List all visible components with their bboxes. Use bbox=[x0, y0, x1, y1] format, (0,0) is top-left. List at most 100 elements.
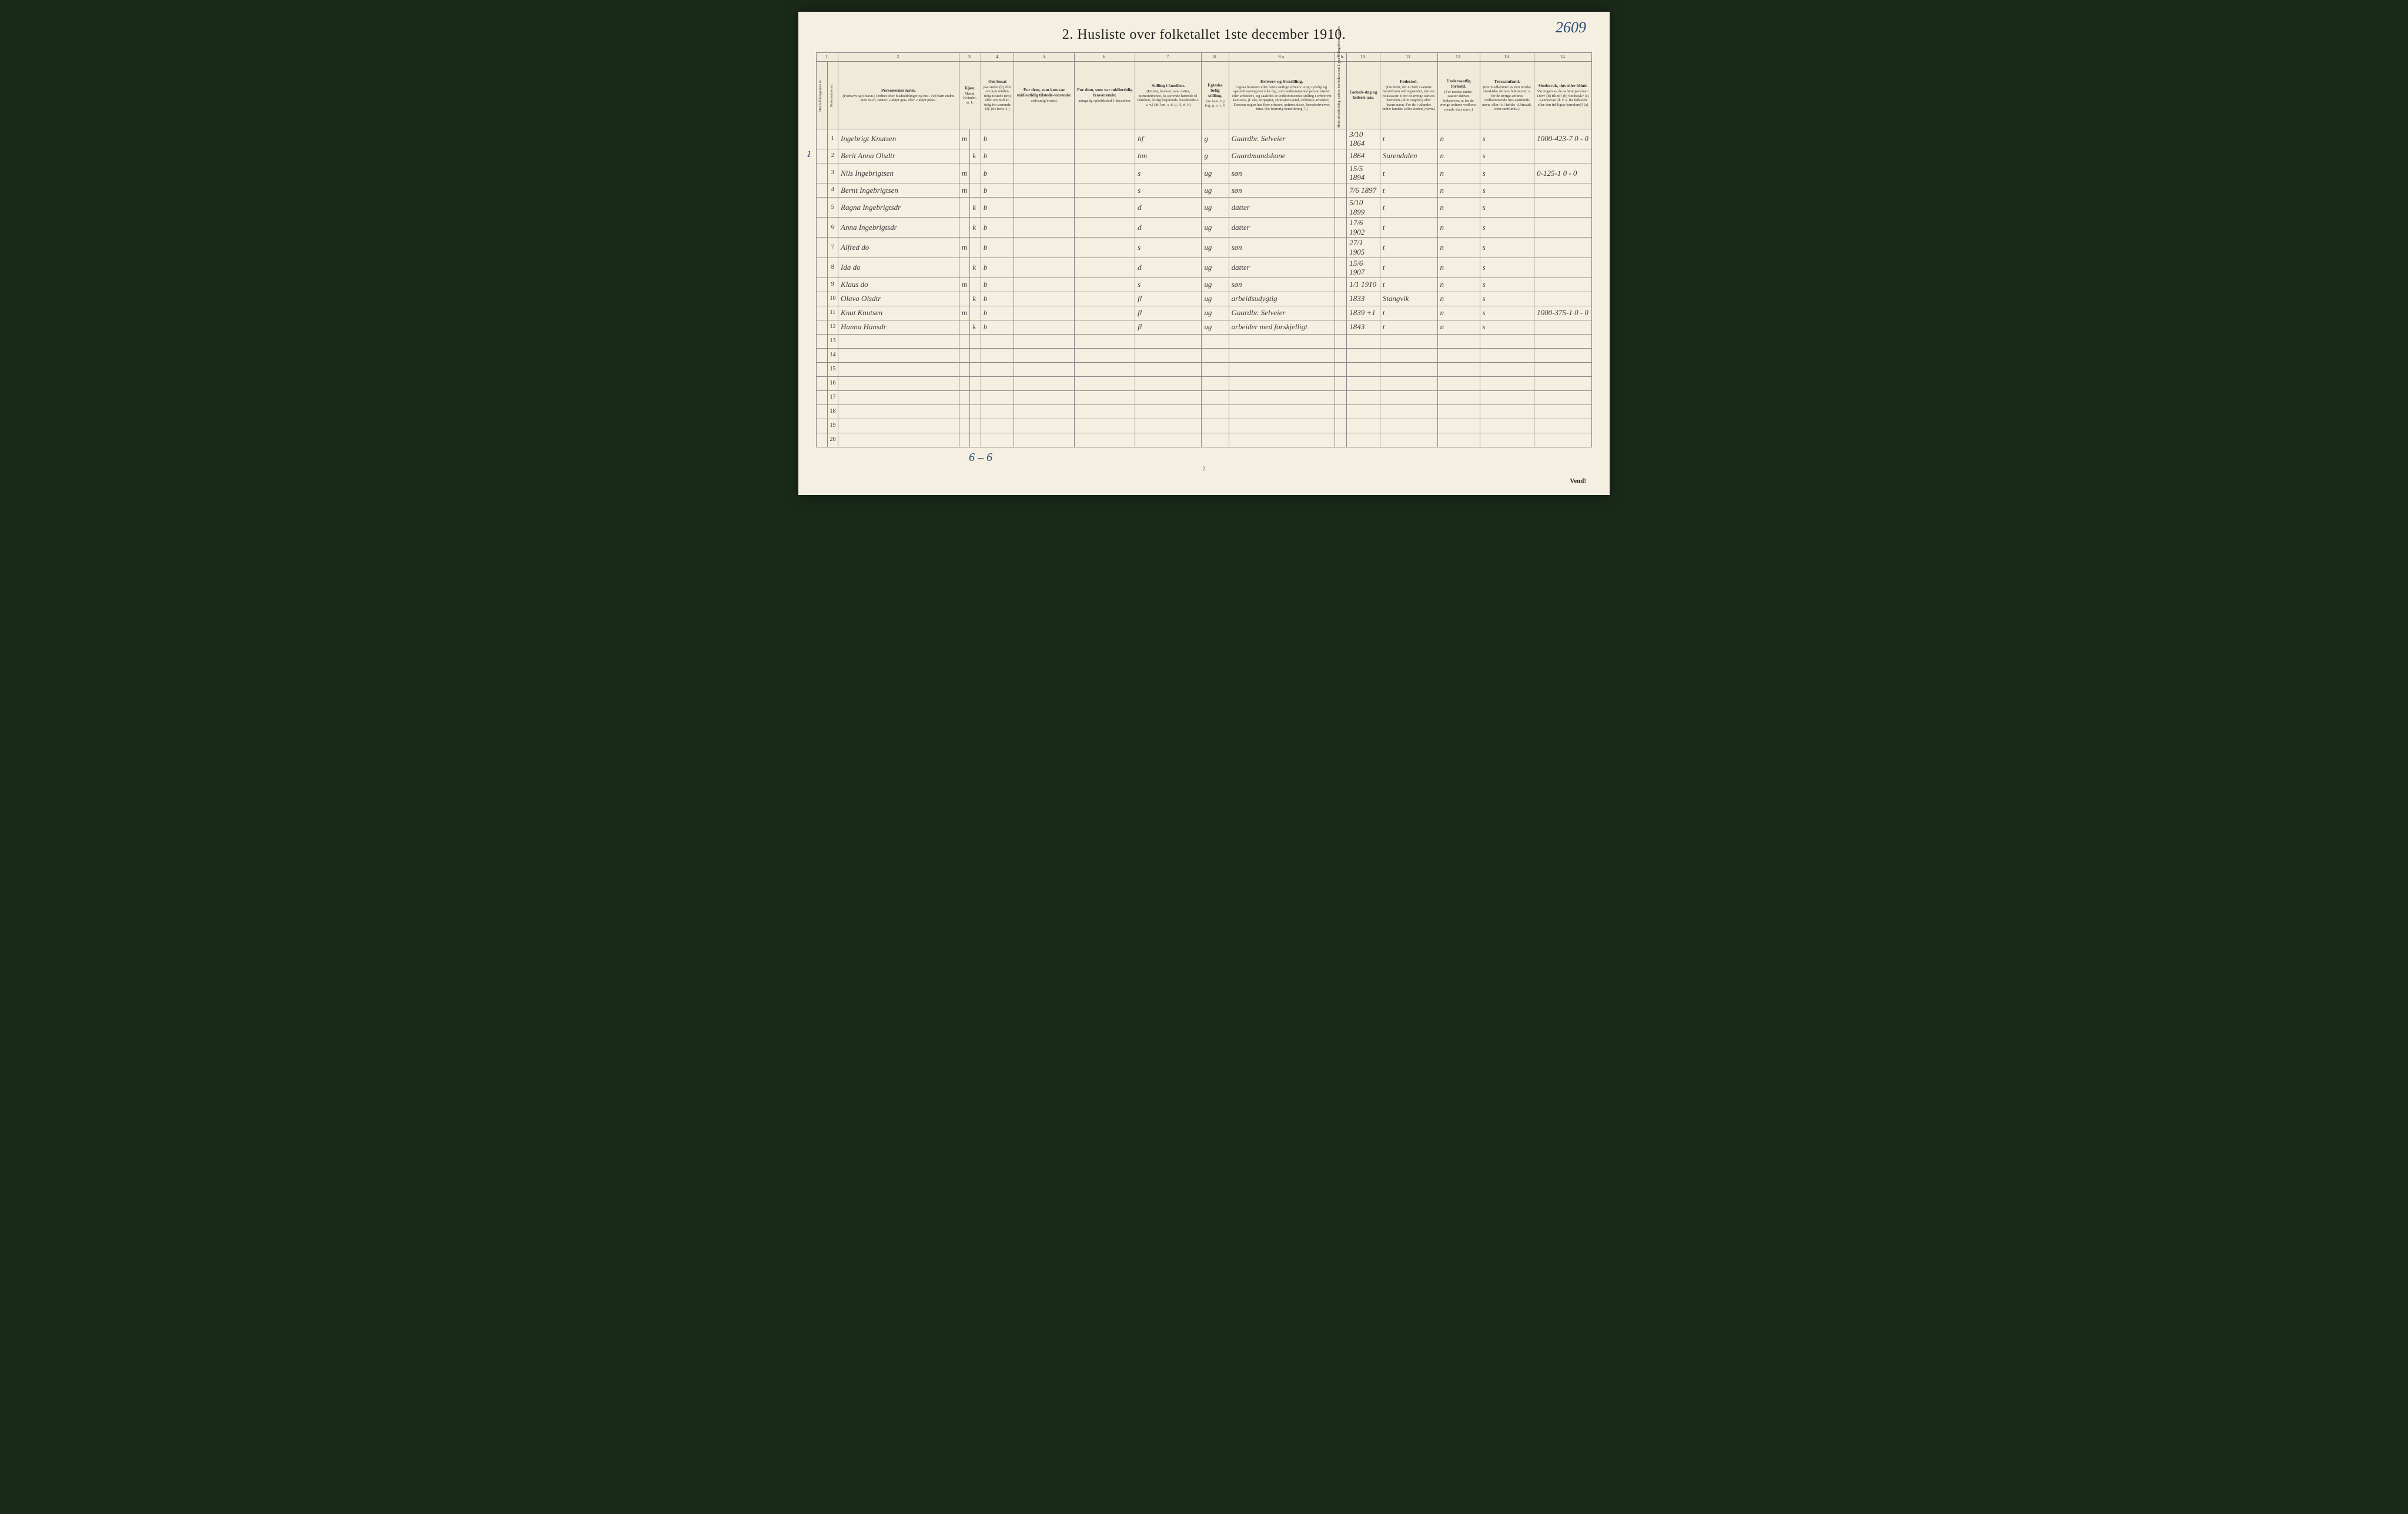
cell-empty bbox=[1380, 405, 1437, 419]
cell-c6 bbox=[1075, 292, 1135, 306]
cell-empty bbox=[1347, 334, 1380, 348]
cell-empty bbox=[1437, 405, 1480, 419]
cell-dob: 1839 +1 bbox=[1347, 306, 1380, 320]
cell-empty bbox=[1480, 405, 1534, 419]
table-row: 8Ida dokbdugdatter15/6 1907tns bbox=[817, 258, 1592, 278]
cell-empty bbox=[959, 405, 970, 419]
col-num-11: 11. bbox=[1380, 53, 1437, 62]
col-num-2: 2. bbox=[838, 53, 959, 62]
cell-pn: 2 bbox=[827, 149, 838, 163]
cell-name: Klaus do bbox=[838, 278, 959, 292]
cell-c5 bbox=[1014, 149, 1075, 163]
cell-hh bbox=[817, 405, 828, 419]
cell-empty bbox=[981, 419, 1014, 433]
cell-empty bbox=[1335, 376, 1347, 390]
cell-erhverv: Gaardmandskone bbox=[1229, 149, 1335, 163]
cell-stilling: d bbox=[1135, 218, 1202, 238]
cell-pn: 19 bbox=[827, 419, 838, 433]
cell-empty bbox=[1534, 433, 1592, 447]
cell-fodested: t bbox=[1380, 218, 1437, 238]
cell-pn: 11 bbox=[827, 306, 838, 320]
cell-c5 bbox=[1014, 163, 1075, 183]
cell-fodested: t bbox=[1380, 197, 1437, 217]
cell-unders: n bbox=[1437, 129, 1480, 149]
cell-empty bbox=[1437, 334, 1480, 348]
cell-sex-k bbox=[970, 183, 981, 197]
hdr-fodested: Fødested. (For dem, der er født i samme … bbox=[1380, 61, 1437, 129]
cell-empty bbox=[1135, 405, 1202, 419]
cell-empty bbox=[1075, 348, 1135, 362]
cell-erhverv: datter bbox=[1229, 197, 1335, 217]
cell-empty bbox=[1014, 348, 1075, 362]
cell-name: Ida do bbox=[838, 258, 959, 278]
cell-empty bbox=[959, 362, 970, 376]
cell-empty bbox=[1202, 334, 1229, 348]
cell-empty bbox=[981, 390, 1014, 405]
cell-empty bbox=[1534, 376, 1592, 390]
vend-label: Vend! bbox=[1570, 477, 1586, 484]
cell-erhverv: søn bbox=[1229, 163, 1335, 183]
cell-stilling: d bbox=[1135, 197, 1202, 217]
cell-empty bbox=[1347, 348, 1380, 362]
cell-empty bbox=[1347, 433, 1380, 447]
cell-unders: n bbox=[1437, 149, 1480, 163]
cell-empty bbox=[838, 390, 959, 405]
cell-stilling: hf bbox=[1135, 129, 1202, 149]
cell-c6 bbox=[1075, 218, 1135, 238]
cell-erhverv: datter bbox=[1229, 218, 1335, 238]
cell-empty bbox=[1380, 390, 1437, 405]
cell-empty bbox=[1347, 405, 1380, 419]
cell-empty bbox=[1480, 334, 1534, 348]
document-title: 2. Husliste over folketallet 1ste decemb… bbox=[816, 27, 1592, 43]
cell-empty bbox=[1335, 362, 1347, 376]
cell-empty bbox=[1437, 362, 1480, 376]
cell-pn: 5 bbox=[827, 197, 838, 217]
table-body: 1Ingebrigt KnutsenmbhfgGaardbr. Selveier… bbox=[817, 129, 1592, 447]
cell-c9b bbox=[1335, 163, 1347, 183]
cell-tros: s bbox=[1480, 149, 1534, 163]
cell-c6 bbox=[1075, 163, 1135, 183]
cell-c5 bbox=[1014, 292, 1075, 306]
cell-empty bbox=[981, 405, 1014, 419]
cell-empty bbox=[1014, 390, 1075, 405]
cell-empty bbox=[1480, 348, 1534, 362]
cell-c9b bbox=[1335, 320, 1347, 334]
cell-c5 bbox=[1014, 306, 1075, 320]
cell-empty bbox=[1014, 433, 1075, 447]
cell-c14 bbox=[1534, 292, 1592, 306]
cell-stilling: s bbox=[1135, 278, 1202, 292]
cell-empty bbox=[1480, 362, 1534, 376]
table-row: 5Ragna Ingebrigtsdrkbdugdatter5/10 1899t… bbox=[817, 197, 1592, 217]
cell-pn: 14 bbox=[827, 348, 838, 362]
col-num-8: 8. bbox=[1202, 53, 1229, 62]
cell-tros: s bbox=[1480, 258, 1534, 278]
cell-pn: 6 bbox=[827, 218, 838, 238]
cell-dob: 5/10 1899 bbox=[1347, 197, 1380, 217]
cell-hh bbox=[817, 278, 828, 292]
cell-c9b bbox=[1335, 183, 1347, 197]
cell-empty bbox=[1534, 405, 1592, 419]
cell-empty bbox=[1347, 376, 1380, 390]
cell-empty bbox=[1437, 348, 1480, 362]
cell-empty bbox=[970, 376, 981, 390]
cell-stilling: s bbox=[1135, 238, 1202, 258]
cell-c6 bbox=[1075, 149, 1135, 163]
cell-empty bbox=[1135, 376, 1202, 390]
cell-c9b bbox=[1335, 292, 1347, 306]
cell-empty bbox=[1437, 433, 1480, 447]
hdr-name: Personernes navn. (Fornavn og tilnavn.) … bbox=[838, 61, 959, 129]
cell-empty bbox=[838, 348, 959, 362]
cell-unders: n bbox=[1437, 278, 1480, 292]
cell-c6 bbox=[1075, 238, 1135, 258]
hdr-tros: Trossamfund. (For medlemmer av den norsk… bbox=[1480, 61, 1534, 129]
cell-erhverv: søn bbox=[1229, 278, 1335, 292]
census-document: 2609 1 2. Husliste over folketallet 1ste… bbox=[798, 12, 1610, 495]
cell-dob: 1833 bbox=[1347, 292, 1380, 306]
cell-c9b bbox=[1335, 278, 1347, 292]
cell-c5 bbox=[1014, 258, 1075, 278]
cell-empty bbox=[838, 334, 959, 348]
cell-empty bbox=[1380, 433, 1437, 447]
cell-empty bbox=[1229, 334, 1335, 348]
cell-egte: ug bbox=[1202, 218, 1229, 238]
cell-empty bbox=[1075, 334, 1135, 348]
